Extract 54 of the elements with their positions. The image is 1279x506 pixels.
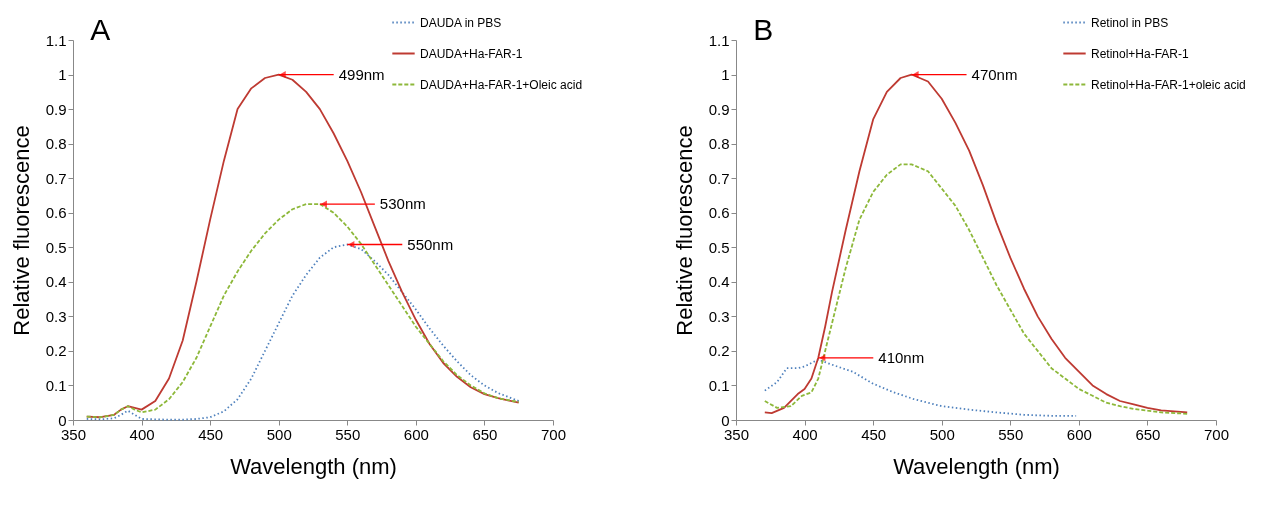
y-tick-label: 0.5 — [45, 238, 67, 256]
legend-label: Retinol+Ha-FAR-1+oleic acid — [1091, 77, 1246, 92]
legend-label: DAUDA+Ha-FAR-1 — [420, 46, 523, 61]
legend-label: Retinol+Ha-FAR-1 — [1091, 46, 1190, 61]
annotation: 470nm — [971, 65, 1018, 83]
x-tick-label: 650 — [1135, 425, 1161, 443]
y-tick-label: 0.5 — [708, 238, 730, 256]
annotation: 530nm — [379, 195, 426, 213]
y-axis-title: Relative fluorescence — [8, 125, 34, 336]
x-tick-label: 500 — [266, 425, 292, 443]
x-tick-label: 600 — [1066, 425, 1092, 443]
x-tick-label: 550 — [998, 425, 1024, 443]
x-tick-label: 400 — [129, 425, 155, 443]
y-tick-label: 0.1 — [45, 376, 67, 394]
y-tick-label: 0.7 — [45, 169, 67, 187]
x-tick-label: 400 — [792, 425, 818, 443]
y-tick-label: 0.6 — [708, 204, 730, 222]
x-tick-label: 700 — [540, 425, 567, 443]
x-tick-label: 700 — [1203, 425, 1230, 443]
x-tick-label: 650 — [472, 425, 498, 443]
x-tick-label: 550 — [335, 425, 361, 443]
y-tick-label: 0.2 — [708, 342, 730, 360]
y-tick-label: 1 — [58, 66, 67, 84]
y-tick-label: 0.8 — [45, 135, 67, 153]
x-axis-title: Wavelength (nm) — [230, 453, 397, 479]
y-tick-label: 0.4 — [708, 273, 730, 291]
annotation: 499nm — [338, 65, 385, 83]
line-series — [763, 163, 1189, 415]
y-tick-label: 1 — [721, 66, 730, 84]
annotation: 550nm — [407, 235, 454, 253]
x-tick-label: 450 — [861, 425, 887, 443]
y-axis-title: Relative fluorescence — [671, 125, 697, 336]
x-tick-label: 600 — [403, 425, 429, 443]
x-tick-label: 450 — [198, 425, 224, 443]
y-tick-label: 0.8 — [708, 135, 730, 153]
y-tick-label: 0.9 — [45, 100, 67, 118]
chart-title: A — [90, 13, 111, 46]
y-tick-label: 0.9 — [708, 100, 730, 118]
y-tick-label: 0.7 — [708, 169, 730, 187]
chart-title: B — [753, 13, 774, 46]
x-axis-title: Wavelength (nm) — [893, 453, 1060, 479]
legend-label: Retinol in PBS — [1091, 15, 1169, 30]
y-tick-label: 0.6 — [45, 204, 67, 222]
y-tick-label: 0.2 — [45, 342, 67, 360]
y-tick-label: 0.1 — [708, 376, 730, 394]
annotation: 410nm — [878, 348, 925, 366]
y-tick-label: 1.1 — [45, 31, 67, 49]
x-tick-label: 500 — [929, 425, 955, 443]
y-tick-label: 1.1 — [708, 31, 730, 49]
legend-label: DAUDA in PBS — [420, 15, 502, 30]
legend-label: DAUDA+Ha-FAR-1+Oleic acid — [420, 77, 583, 92]
y-tick-label: 0.3 — [708, 307, 730, 325]
y-tick-label: 0.4 — [45, 273, 67, 291]
y-tick-label: 0.3 — [45, 307, 67, 325]
